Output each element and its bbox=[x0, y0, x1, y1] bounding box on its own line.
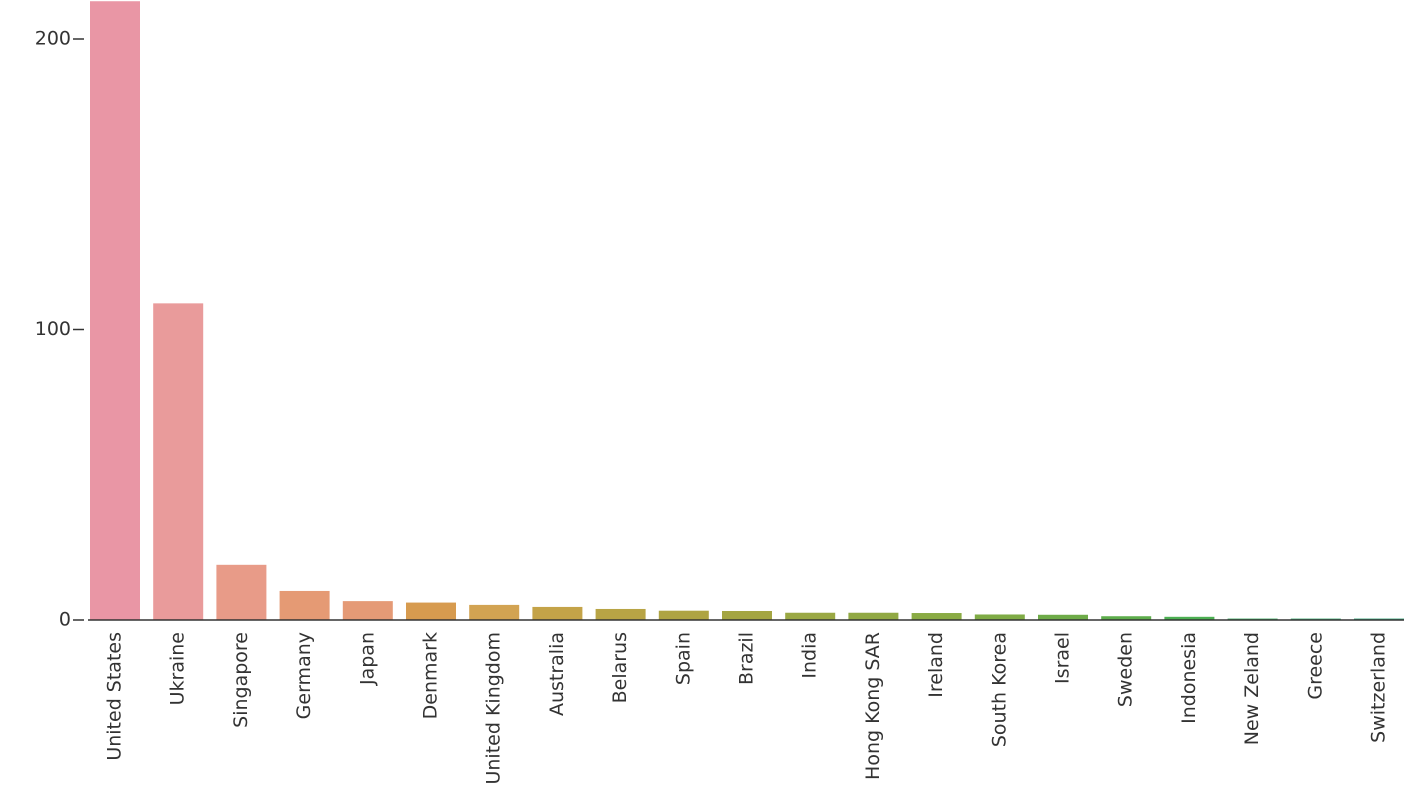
bar-india bbox=[785, 612, 836, 620]
bar-united-states bbox=[90, 1, 140, 621]
bar-ireland bbox=[911, 613, 962, 620]
x-tick-label-united-kingdom: United Kingdom bbox=[483, 632, 505, 785]
x-tick-label-spain: Spain bbox=[672, 632, 694, 685]
x-tick-label-japan: Japan bbox=[356, 632, 378, 686]
y-axis: 0 100 200 bbox=[35, 28, 84, 631]
bar-australia bbox=[532, 606, 583, 620]
x-tick-label-greece: Greece bbox=[1304, 632, 1326, 700]
x-tick-label-belarus: Belarus bbox=[609, 632, 631, 703]
y-tick-label-100: 100 bbox=[35, 318, 71, 340]
x-tick-label-ukraine: Ukraine bbox=[167, 632, 189, 705]
bar-south-korea bbox=[974, 614, 1025, 620]
bar-singapore bbox=[216, 564, 267, 620]
x-tick-label-switzerland: Switzerland bbox=[1368, 632, 1390, 743]
bar-sweden bbox=[1101, 616, 1152, 620]
bar-ukraine bbox=[153, 303, 204, 620]
bar-indonesia bbox=[1164, 616, 1215, 620]
x-tick-label-singapore: Singapore bbox=[230, 632, 252, 728]
bar-japan bbox=[342, 601, 393, 620]
bar-israel bbox=[1038, 614, 1088, 620]
y-tick-label-0: 0 bbox=[59, 609, 71, 631]
bars-group bbox=[90, 1, 1404, 621]
bar-brazil bbox=[722, 610, 772, 620]
x-tick-label-sweden: Sweden bbox=[1115, 632, 1137, 707]
x-tick-label-new-zeland: New Zeland bbox=[1241, 632, 1263, 745]
x-tick-label-brazil: Brazil bbox=[736, 632, 758, 685]
x-tick-label-israel: Israel bbox=[1052, 632, 1074, 684]
bar-united-kingdom bbox=[469, 604, 520, 620]
x-tick-label-south-korea: South Korea bbox=[988, 632, 1010, 747]
x-axis: United States Ukraine Singapore Germany Japa… bbox=[88, 619, 1404, 785]
x-tick-label-germany: Germany bbox=[293, 632, 315, 719]
x-tick-label-denmark: Denmark bbox=[420, 632, 442, 719]
x-tick-label-hong-kong-sar: Hong Kong SAR bbox=[862, 632, 884, 780]
bar-hong-kong-sar bbox=[848, 612, 899, 620]
x-tick-label-ireland: Ireland bbox=[925, 632, 947, 698]
x-tick-label-australia: Australia bbox=[546, 632, 568, 716]
y-tick-label-200: 200 bbox=[35, 28, 71, 50]
bar-germany bbox=[279, 590, 330, 620]
x-tick-label-united-states: United States bbox=[104, 632, 126, 761]
x-tick-label-indonesia: Indonesia bbox=[1178, 632, 1200, 724]
bar-denmark bbox=[406, 602, 456, 620]
bar-belarus bbox=[595, 608, 646, 620]
x-tick-label-india: India bbox=[799, 632, 821, 679]
bar-spain bbox=[658, 610, 709, 620]
